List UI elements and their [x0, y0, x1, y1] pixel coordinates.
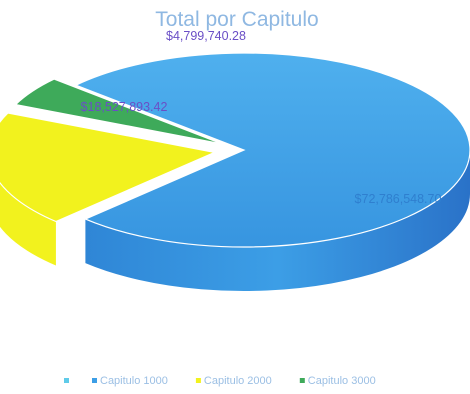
pie-slice-1: [74, 52, 470, 291]
chart-title: Total por Capitulo: [155, 8, 318, 31]
legend-marker-3: [299, 378, 305, 383]
pie-slice-side-2: [0, 182, 56, 266]
pie-slice-top-3: [14, 78, 223, 145]
data-label-3: $4,799,740.28: [166, 29, 246, 43]
pie-slice-top-2: [0, 112, 217, 223]
legend-label-3: Capitulo 3000: [308, 375, 376, 387]
legend-label-2: Capitulo 2000: [204, 375, 272, 387]
legend-marker-1: [92, 378, 97, 383]
pie-slice-side-1: [85, 150, 470, 291]
legend-label-1: Capitulo 1000: [100, 375, 168, 387]
pie-slice-3: [14, 78, 223, 145]
data-label-2: $18,527,893.42: [81, 100, 168, 114]
legend-marker-0: [64, 378, 69, 383]
data-label-1: $72,786,548.70: [355, 192, 442, 206]
legend-marker-2: [195, 378, 201, 383]
pie-slice-2: [0, 112, 217, 266]
